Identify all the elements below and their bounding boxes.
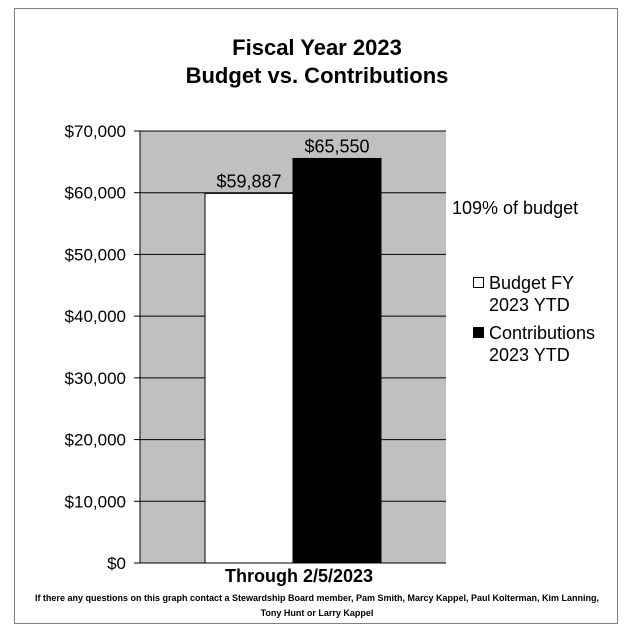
y-tick-label: $0 <box>107 554 126 573</box>
footnote-contact-text: If there any questions on this graph con… <box>34 593 600 618</box>
y-tick-label: $10,000 <box>65 492 126 511</box>
bar-contributions <box>292 157 382 564</box>
legend-label-contributions-line2: 2023 YTD <box>489 345 570 365</box>
legend-item-contributions: Contributions 2023 YTD <box>472 322 622 366</box>
bar-budget <box>204 192 294 564</box>
y-tick-label: $40,000 <box>65 307 126 326</box>
legend-label-contributions-line1: Contributions <box>489 323 596 343</box>
y-tick-label: $50,000 <box>65 245 126 264</box>
y-tick-label: $30,000 <box>65 369 126 388</box>
chart-title-line2: Budget vs. Contributions <box>185 63 449 88</box>
legend-label-budget-line2: 2023 YTD <box>489 295 570 315</box>
y-tick-label: $60,000 <box>65 184 126 203</box>
x-axis-category-label: Through 2/5/2023 <box>224 566 374 586</box>
data-label-contributions: $65,550 <box>304 136 369 156</box>
legend-swatch-budget <box>473 277 484 288</box>
y-tick-label: $70,000 <box>65 122 126 141</box>
chart-legend: Budget FY 2023 YTD Contributions 2023 YT… <box>472 272 622 372</box>
legend-swatch-contributions <box>473 327 484 338</box>
budget-percent-annotation: 109% of budget <box>452 198 579 218</box>
chart-title-line1: Fiscal Year 2023 <box>232 35 402 60</box>
y-tick-label: $20,000 <box>65 431 126 450</box>
legend-label-budget-line1: Budget FY <box>489 273 575 293</box>
legend-item-budget: Budget FY 2023 YTD <box>472 272 622 316</box>
data-label-budget: $59,887 <box>216 171 281 191</box>
